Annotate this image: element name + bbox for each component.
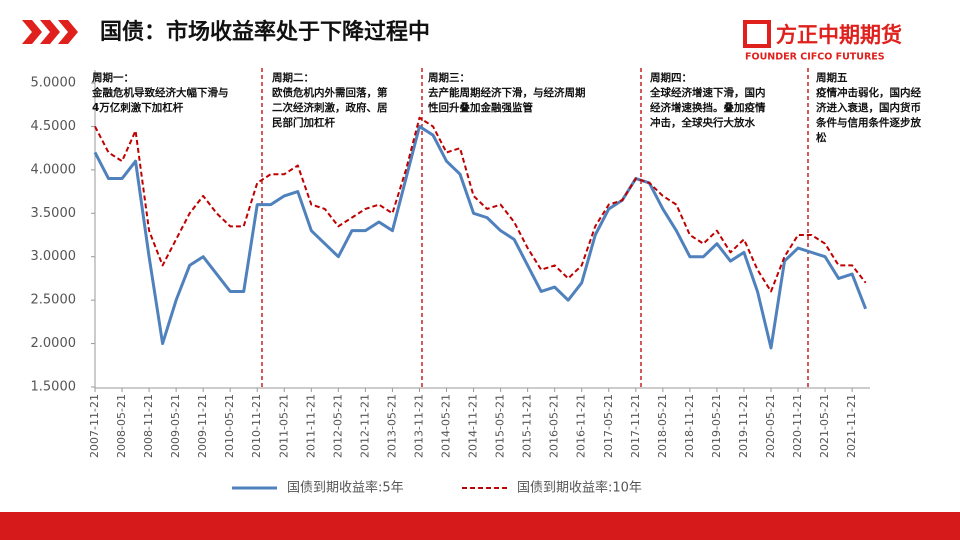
- period-annotation: 经济增速换挡。叠加疫情: [650, 101, 766, 114]
- x-tick-label: 2014-05-21: [440, 394, 453, 458]
- x-tick-label: 2015-11-21: [521, 394, 534, 458]
- x-tick-label: 2016-11-21: [575, 394, 588, 458]
- y-tick-label: 4.5000: [31, 119, 77, 134]
- y-tick-label: 4.0000: [31, 162, 77, 177]
- x-tick-label: 2011-05-21: [277, 394, 290, 458]
- period-annotation: 周期三：: [428, 71, 470, 84]
- x-tick-label: 2009-11-21: [196, 394, 209, 458]
- series-line: [94, 116, 867, 293]
- x-tick-label: 2018-05-21: [656, 394, 669, 458]
- period-annotation: 周期五: [816, 71, 848, 84]
- series-line: [93, 124, 868, 350]
- y-tick-label: 3.0000: [31, 249, 77, 264]
- x-tick-label: 2020-05-21: [764, 394, 777, 458]
- x-tick-label: 2012-11-21: [358, 394, 371, 458]
- logo-icon: [743, 20, 771, 48]
- x-tick-label: 2013-11-21: [412, 394, 425, 458]
- period-annotation: 去产能周期经济下滑，与经济周期: [428, 86, 586, 99]
- period-annotation: 二次经济刺激，政府、居: [272, 101, 388, 114]
- x-tick-label: 2016-05-21: [548, 394, 561, 458]
- y-tick-label: 2.0000: [31, 336, 77, 351]
- chevron: [58, 20, 78, 44]
- period-annotation: 欧债危机内外需回落，第: [272, 86, 388, 99]
- slide-title: 国债：市场收益率处于下降过程中: [100, 19, 430, 45]
- x-tick-label: 2007-11-21: [88, 394, 101, 458]
- x-tick-label: 2010-05-21: [223, 394, 236, 458]
- period-annotation: 性回升叠加金融强监管: [428, 101, 533, 114]
- period-annotation: 条件与信用条件逐步放: [815, 116, 921, 129]
- y-tick-label: 1.5000: [31, 380, 77, 395]
- footer-band: [0, 512, 960, 540]
- x-tick-label: 2021-05-21: [818, 394, 831, 458]
- period-annotation: 疫情冲击弱化，国内经: [816, 86, 921, 99]
- x-tick-label: 2010-11-21: [250, 394, 263, 458]
- x-tick-label: 2019-11-21: [737, 394, 750, 458]
- legend-label: 国债到期收益率:5年: [287, 480, 404, 496]
- x-tick-label: 2009-05-21: [169, 394, 182, 458]
- y-tick-label: 3.5000: [31, 206, 77, 221]
- x-tick-label: 2017-11-21: [629, 394, 642, 458]
- period-annotation: 周期四：: [650, 71, 692, 84]
- x-tick-label: 2020-11-21: [791, 394, 804, 458]
- x-tick-label: 2015-05-21: [494, 394, 507, 458]
- x-tick-label: 2014-11-21: [467, 394, 480, 458]
- x-tick-label: 2011-11-21: [304, 394, 317, 458]
- period-annotation: 全球经济增速下滑，国内: [649, 86, 766, 99]
- x-tick-label: 2012-05-21: [331, 394, 344, 458]
- x-tick-label: 2008-11-21: [142, 394, 155, 458]
- chevron: [40, 20, 60, 44]
- x-tick-label: 2021-11-21: [845, 394, 858, 458]
- logo-subtext: FOUNDER CIFCO FUTURES: [745, 52, 885, 63]
- period-annotation: 松: [816, 131, 827, 144]
- x-tick-label: 2017-05-21: [602, 394, 615, 458]
- y-tick-label: 5.0000: [31, 76, 77, 91]
- x-tick-label: 2018-11-21: [683, 394, 696, 458]
- legend-label: 国债到期收益率:10年: [517, 480, 642, 496]
- period-annotation: 金融危机导致经济大幅下滑与: [91, 86, 229, 99]
- y-tick-label: 2.5000: [31, 293, 77, 308]
- period-annotation: 4万亿刺激下加杠杆: [92, 101, 184, 114]
- logo-text: 方正中期期货: [776, 23, 902, 47]
- x-tick-label: 2013-05-21: [385, 394, 398, 458]
- period-annotation: 周期一：: [92, 71, 134, 84]
- period-annotation: 冲击，全球央行大放水: [650, 116, 755, 129]
- period-annotation: 周期二：: [272, 71, 314, 84]
- chevron: [22, 20, 42, 44]
- period-annotation: 济进入衰退，国内货币: [816, 101, 921, 114]
- x-tick-label: 2008-05-21: [115, 394, 128, 458]
- x-tick-label: 2019-05-21: [710, 394, 723, 458]
- period-annotation: 民部门加杠杆: [272, 116, 335, 129]
